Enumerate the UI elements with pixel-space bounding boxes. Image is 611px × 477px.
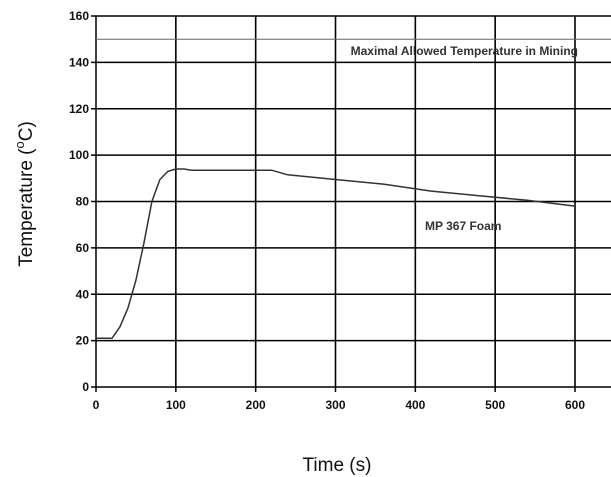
series-label-0: MP 367 Foam	[425, 219, 501, 233]
y-tick-label-120: 120	[69, 102, 89, 116]
y-tick-label-160: 160	[69, 9, 89, 23]
y-tick-label-60: 60	[76, 241, 90, 255]
x-axis-title: Time (s)	[303, 455, 372, 476]
axis-ticks: 0 20 40 60 80 100 120 140 160 0 100 200 300 400 500 600	[69, 9, 585, 412]
x-tick-label-600: 600	[565, 398, 585, 412]
x-tick-label-300: 300	[325, 398, 345, 412]
x-tick-label-200: 200	[246, 398, 266, 412]
y-tick-label-80: 80	[76, 195, 90, 209]
y-axis-title-main: Temperature (	[16, 148, 37, 267]
y-tick-label-100: 100	[69, 148, 89, 162]
x-tick-label-400: 400	[405, 398, 425, 412]
y-tick-label-0: 0	[82, 380, 89, 394]
x-tick-label-0: 0	[93, 398, 100, 412]
y-axis-title: Temperature (oC)	[12, 121, 37, 267]
y-tick-label-40: 40	[76, 287, 90, 301]
y-tick-label-140: 140	[69, 55, 89, 69]
y-axis-title-sup: o	[12, 141, 27, 148]
grid-lines	[96, 15, 611, 387]
x-tick-label-500: 500	[485, 398, 505, 412]
reference-line-label: Maximal Allowed Temperature in Mining	[351, 44, 578, 58]
y-tick-label-20: 20	[76, 334, 90, 348]
series-line-0	[96, 168, 576, 340]
reference-line-group: Maximal Allowed Temperature in Mining	[96, 38, 611, 58]
x-tick-label-100: 100	[166, 398, 186, 412]
series-group: MP 367 Foam	[96, 168, 576, 340]
y-axis-title-tail: C)	[16, 121, 37, 141]
